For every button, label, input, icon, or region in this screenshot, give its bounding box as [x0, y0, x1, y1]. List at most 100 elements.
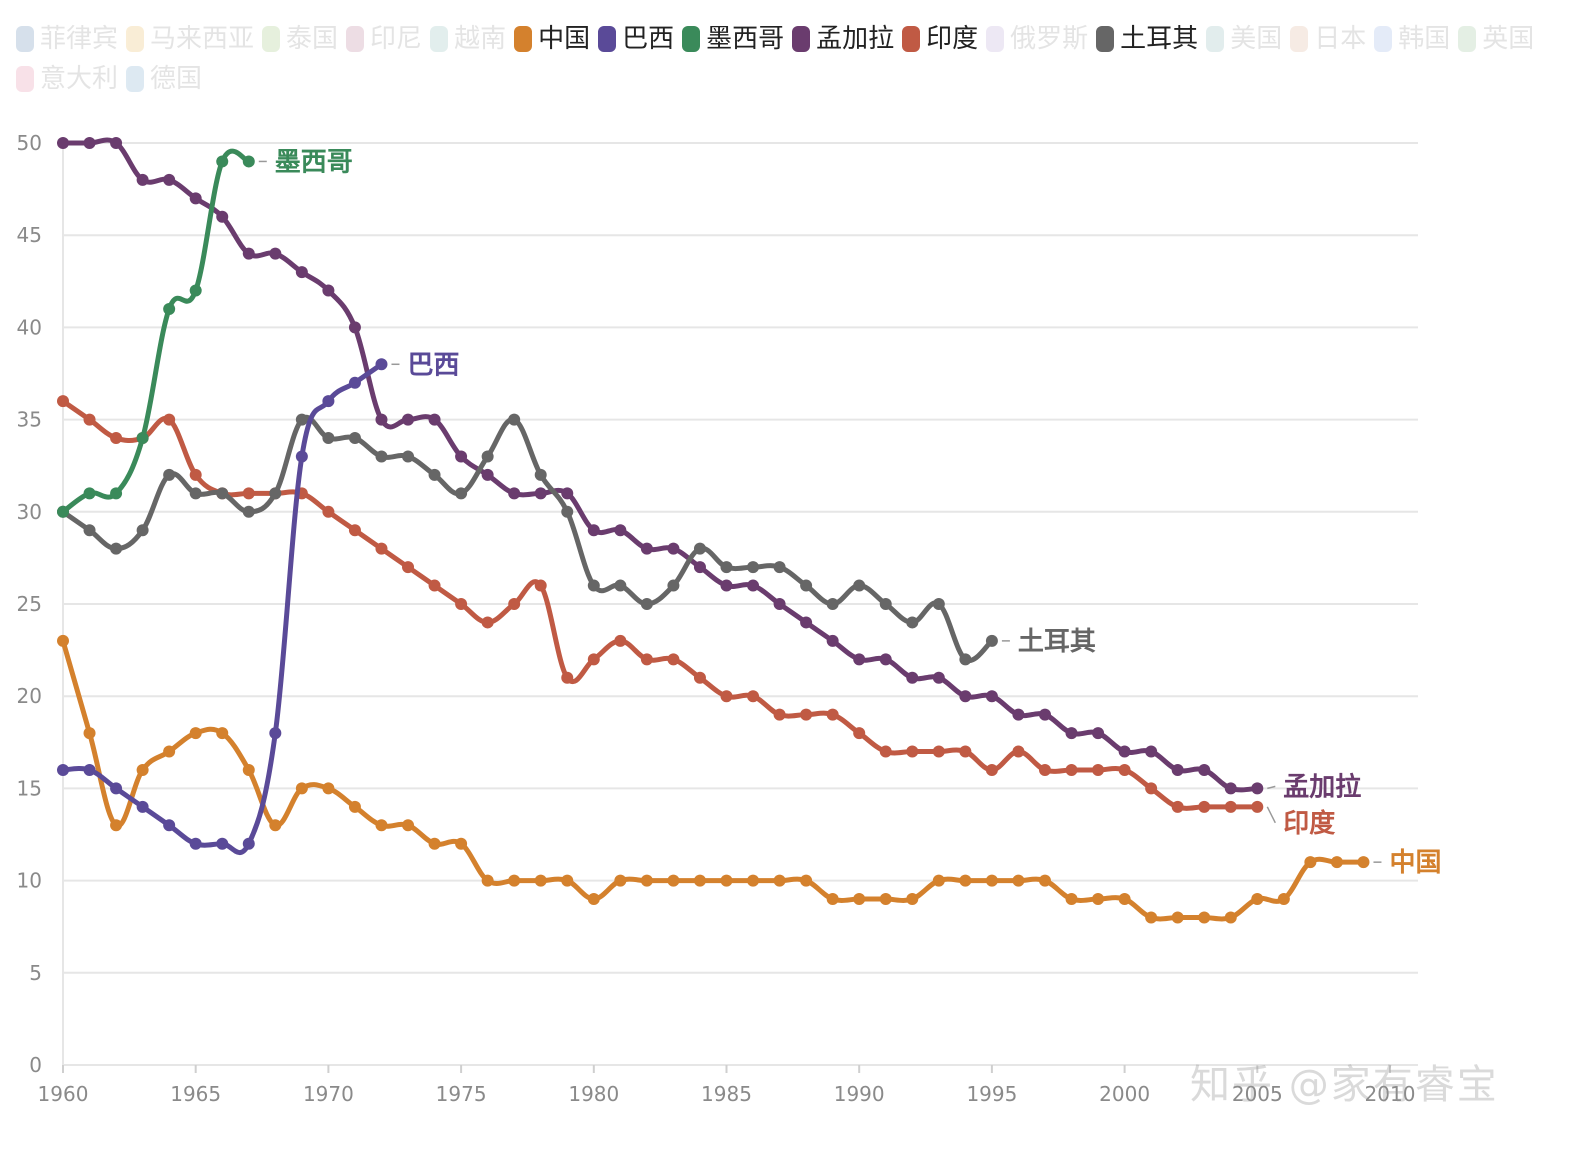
- data-point: [83, 727, 96, 740]
- legend-label: 巴西: [622, 24, 675, 54]
- data-point: [163, 413, 176, 426]
- data-point: [561, 505, 574, 518]
- data-point: [614, 874, 627, 887]
- series-end-label: 印度: [1283, 808, 1335, 839]
- data-point: [428, 413, 441, 426]
- series-end-label: 巴西: [407, 350, 459, 380]
- legend-item-17[interactable]: 德国: [126, 64, 202, 94]
- data-point: [402, 450, 415, 463]
- data-point: [1277, 893, 1290, 906]
- legend-label: 印尼: [370, 24, 423, 54]
- data-point: [1065, 727, 1078, 740]
- legend-item-6[interactable]: 巴西: [598, 24, 674, 54]
- data-point: [1330, 856, 1343, 869]
- data-point: [110, 432, 123, 445]
- series-line: [60, 638, 1366, 922]
- legend-item-5[interactable]: 中国: [514, 24, 590, 54]
- legend-item-3[interactable]: 印尼: [346, 24, 422, 54]
- legend-swatch: [126, 66, 145, 92]
- y-tick-label: 10: [17, 869, 42, 893]
- data-point: [906, 671, 919, 684]
- legend-label: 土耳其: [1120, 24, 1199, 54]
- data-point: [720, 690, 733, 703]
- series-line: [60, 398, 1260, 811]
- x-tick-label: 1990: [834, 1082, 885, 1106]
- legend-item-1[interactable]: 马来西亚: [126, 24, 254, 54]
- data-point: [216, 727, 229, 740]
- data-point: [189, 468, 202, 481]
- legend-item-7[interactable]: 墨西哥: [682, 24, 784, 54]
- data-point: [269, 819, 282, 832]
- data-point: [959, 653, 972, 666]
- data-point: [57, 395, 69, 408]
- data-point: [402, 413, 415, 426]
- data-point: [879, 745, 892, 758]
- legend-item-14[interactable]: 韩国: [1374, 24, 1450, 54]
- data-point: [826, 634, 839, 647]
- legend-item-15[interactable]: 英国: [1458, 24, 1534, 54]
- legend-label: 印度: [926, 24, 979, 54]
- x-axis: 1960 1965 1970 1975 1980 1985 1990 1995 2000 2005…: [38, 1065, 1415, 1106]
- data-point: [110, 542, 123, 555]
- data-point: [1357, 856, 1370, 869]
- data-point: [640, 653, 653, 666]
- data-point: [693, 542, 706, 555]
- data-point: [561, 671, 574, 684]
- data-point: [667, 874, 680, 887]
- data-point: [906, 745, 919, 758]
- data-point: [402, 561, 415, 574]
- data-point: [720, 579, 733, 592]
- y-tick-label: 15: [17, 776, 42, 800]
- legend-swatch: [1458, 26, 1477, 52]
- data-point: [534, 468, 547, 481]
- data-point: [1198, 911, 1211, 924]
- legend-item-13[interactable]: 日本: [1290, 24, 1366, 54]
- data-point: [1092, 893, 1105, 906]
- data-point: [1065, 763, 1078, 776]
- data-point: [163, 302, 176, 315]
- legend-item-8[interactable]: 孟加拉: [792, 24, 894, 54]
- data-point: [826, 893, 839, 906]
- data-point: [667, 653, 680, 666]
- y-axis: 0 5 10 15 20 25 30 35 40 45 50: [17, 131, 42, 1077]
- legend-swatch: [682, 26, 701, 52]
- legend-label: 马来西亚: [150, 24, 255, 54]
- data-point: [932, 598, 945, 610]
- data-point: [667, 579, 680, 592]
- legend-item-2[interactable]: 泰国: [262, 24, 338, 54]
- data-point: [57, 137, 69, 149]
- data-point: [985, 874, 998, 887]
- legend-label: 韩国: [1398, 24, 1451, 54]
- data-point: [242, 837, 255, 850]
- legend-swatch: [514, 26, 533, 52]
- data-point: [216, 837, 229, 850]
- data-point: [667, 542, 680, 555]
- legend-label: 英国: [1482, 24, 1535, 54]
- data-point: [136, 173, 149, 186]
- legend-item-12[interactable]: 美国: [1206, 24, 1282, 54]
- data-point: [534, 874, 547, 887]
- legend-item-9[interactable]: 印度: [902, 24, 978, 54]
- y-tick-label: 30: [17, 500, 42, 524]
- legend-swatch: [598, 26, 617, 52]
- data-point: [747, 690, 760, 703]
- legend-item-0[interactable]: 菲律宾: [16, 24, 118, 54]
- data-point: [985, 690, 998, 703]
- series-line: [60, 148, 252, 515]
- legend-swatch: [16, 66, 34, 92]
- legend-item-11[interactable]: 土耳其: [1096, 24, 1198, 54]
- data-point: [932, 874, 945, 887]
- x-tick-label: 2005: [1232, 1082, 1283, 1106]
- data-point: [826, 598, 839, 610]
- data-point: [57, 763, 69, 776]
- legend-item-10[interactable]: 俄罗斯: [986, 24, 1088, 54]
- data-point: [561, 874, 574, 887]
- legend-item-16[interactable]: 意大利: [16, 64, 118, 94]
- data-point: [242, 487, 255, 500]
- data-point: [693, 671, 706, 684]
- data-point: [348, 524, 361, 537]
- data-point: [1171, 911, 1184, 924]
- data-point: [242, 155, 255, 168]
- legend-item-4[interactable]: 越南: [430, 24, 506, 54]
- data-point: [481, 468, 494, 481]
